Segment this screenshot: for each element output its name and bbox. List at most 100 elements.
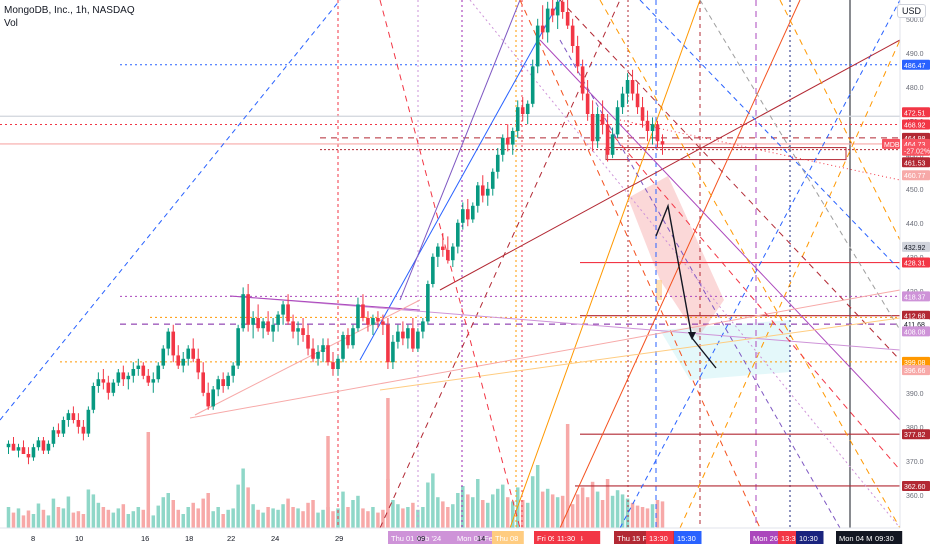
trend-line: [439, 39, 901, 291]
price-tick-label: 450.0: [906, 187, 924, 194]
volume-bar: [575, 494, 580, 528]
price-badge: [902, 291, 930, 302]
volume-bar: [486, 502, 490, 528]
trend-line: [599, 0, 901, 529]
candle-body: [655, 124, 660, 142]
volume-bar: [505, 497, 510, 528]
candle-body: [186, 348, 191, 359]
candle-body: [466, 209, 470, 220]
candle-body: [86, 409, 91, 434]
candle-body: [540, 25, 545, 33]
volume-bar: [466, 494, 470, 528]
candle-body: [456, 222, 460, 247]
symbol-line: MongoDB, Inc., 1h, NASDAQ: [4, 5, 135, 16]
volume-bar: [650, 504, 655, 528]
volume-bar: [186, 507, 190, 528]
candle-body: [406, 328, 410, 339]
volume-bar: [261, 512, 265, 528]
volume-bar: [191, 502, 195, 528]
candle-body: [336, 358, 340, 369]
volume-bar: [41, 509, 46, 528]
price-badge: [902, 59, 930, 70]
candle-body: [91, 386, 96, 410]
price-badge-label: 460.77: [904, 173, 926, 180]
candle-body: [590, 114, 595, 142]
candle-body: [451, 246, 455, 261]
candle-body: [500, 137, 505, 155]
trend-line: [399, 0, 521, 301]
price-badge: [902, 157, 930, 168]
price-badge: [902, 145, 930, 156]
volume-bar: [86, 489, 91, 528]
price-badge-label: 464.73: [904, 142, 926, 149]
trend-line: [189, 289, 901, 419]
candle-body: [371, 318, 375, 325]
volume-spike: [146, 432, 151, 528]
volume-bar: [61, 508, 66, 528]
candle-body: [146, 375, 151, 383]
volume-bar: [16, 508, 21, 528]
price-badge-label: 418.37: [904, 294, 926, 301]
price-badge-label: 408.08: [904, 329, 926, 336]
candle-body: [236, 328, 240, 366]
volume-bar: [416, 509, 420, 528]
price-tick-label: 500.0: [906, 17, 924, 24]
plot-area: [0, 0, 900, 528]
volume-bar: [540, 491, 545, 528]
price-badge-label: 377.82: [904, 432, 926, 439]
volume-bar: [376, 512, 380, 528]
candle-body: [61, 420, 66, 434]
candle-body: [555, 1, 560, 16]
candle-body: [171, 331, 176, 356]
trend-line: [559, 0, 801, 529]
volume-bar: [241, 468, 245, 528]
candle-body: [131, 369, 136, 376]
candle-body: [485, 188, 490, 196]
price-badge-label: 396.66: [904, 368, 926, 375]
candle-body: [396, 331, 400, 342]
volume-bar: [371, 507, 375, 528]
candle-body: [461, 209, 465, 223]
candle-body: [391, 341, 395, 363]
trend-line: [379, 0, 621, 529]
candle-body: [116, 372, 121, 383]
volume-bar: [396, 504, 400, 528]
volume-bar: [640, 507, 645, 528]
candle-body: [106, 382, 111, 393]
volume-bar: [525, 502, 530, 528]
candle-body: [505, 137, 510, 145]
candle-body: [36, 440, 41, 448]
volume-spike: [565, 424, 570, 528]
candle-body: [316, 352, 320, 359]
price-badge: [902, 480, 930, 491]
currency-button[interactable]: USD: [896, 4, 926, 18]
price-badge: [902, 365, 930, 376]
time-tick-label: 13:30: [649, 534, 668, 543]
volume-bar: [356, 495, 360, 528]
volume-bar: [595, 491, 600, 528]
volume-bar: [331, 511, 335, 528]
candle-body: [495, 154, 500, 172]
candle-body: [151, 379, 156, 383]
triangle-top: [229, 295, 421, 311]
candle-body: [436, 246, 440, 257]
volume-bar: [221, 514, 225, 528]
volume-bar: [226, 509, 230, 528]
price-badge: [882, 138, 900, 149]
candle-body: [490, 171, 495, 189]
candle-body: [291, 321, 295, 332]
volume-bar: [211, 511, 215, 528]
price-tick-label: 460.0: [906, 153, 924, 160]
volume-bar: [520, 500, 525, 528]
volume-bar: [106, 509, 111, 528]
volume-bar: [121, 504, 126, 528]
volume-bar: [635, 505, 640, 528]
volume-bar: [426, 482, 430, 528]
candle-body: [480, 185, 485, 196]
candle-body: [296, 328, 300, 332]
trend-line: [559, 39, 841, 529]
candle-body: [381, 321, 385, 325]
volume-spike: [386, 398, 390, 528]
